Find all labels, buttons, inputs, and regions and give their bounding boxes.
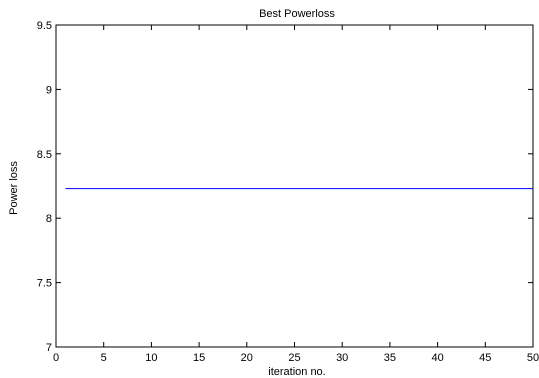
x-tick-label: 45 xyxy=(479,352,491,364)
x-tick-label: 25 xyxy=(288,352,300,364)
y-tick-label: 7 xyxy=(46,342,52,354)
x-tick-label: 40 xyxy=(431,352,443,364)
x-tick-label: 35 xyxy=(384,352,396,364)
y-tick-label: 8.5 xyxy=(37,149,52,161)
plot-frame xyxy=(55,24,534,348)
plot-area: 0 5 10 15 20 25 30 35 40 45 50 7 7.5 8 8.5 9 9.5 xyxy=(37,20,539,364)
x-tick-label: 15 xyxy=(193,352,205,364)
y-tick-label: 8 xyxy=(46,213,52,225)
x-tick-label: 50 xyxy=(527,352,539,364)
y-tick-label: 9 xyxy=(46,84,52,96)
x-tick-label: 5 xyxy=(101,352,107,364)
chart-title: Best Powerloss xyxy=(259,8,335,20)
y-tick-label: 9.5 xyxy=(37,20,52,32)
y-axis-label: Power loss xyxy=(8,161,20,215)
x-tick-label: 20 xyxy=(241,352,253,364)
x-axis-label: iteration no. xyxy=(268,366,325,378)
x-tick-label: 10 xyxy=(145,352,157,364)
y-tick-label: 7.5 xyxy=(37,278,52,290)
x-tick-label: 30 xyxy=(336,352,348,364)
x-tick-label: 0 xyxy=(53,352,59,364)
